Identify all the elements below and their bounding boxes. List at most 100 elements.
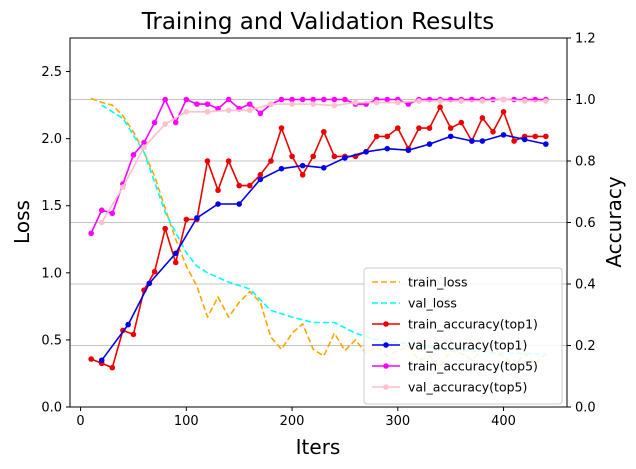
legend-label-val-loss: val_loss xyxy=(408,296,457,311)
data-point-val-accuracy-top5 xyxy=(162,121,168,127)
data-point-train-accuracy-top5 xyxy=(109,210,116,217)
data-point-val-accuracy-top5 xyxy=(268,101,274,107)
data-point-val-accuracy-top1 xyxy=(146,280,153,287)
data-point-train-accuracy-top5 xyxy=(257,110,264,117)
y-left-tick-label: 0.5 xyxy=(41,333,62,348)
data-point-train-accuracy-top1 xyxy=(426,125,433,131)
y-right-tick-label: 0.8 xyxy=(575,155,596,170)
data-point-train-accuracy-top5 xyxy=(130,152,137,158)
data-point-val-accuracy-top1 xyxy=(521,136,528,143)
data-point-train-accuracy-top5 xyxy=(289,96,295,103)
data-point-val-accuracy-top1 xyxy=(405,147,412,154)
data-point-train-accuracy-top1 xyxy=(246,182,253,189)
data-point-val-accuracy-top1 xyxy=(426,141,433,147)
y-right-tick-label: 0.4 xyxy=(575,278,596,293)
data-point-train-accuracy-top5 xyxy=(342,96,348,103)
data-point-val-accuracy-top5 xyxy=(120,184,126,190)
data-point-val-accuracy-top5 xyxy=(416,98,422,104)
data-point-train-accuracy-top5 xyxy=(310,96,317,103)
data-point-val-accuracy-top5 xyxy=(289,101,295,107)
data-point-train-accuracy-top5 xyxy=(384,96,391,103)
tick-layer: 0 100 200 300 400 0.0 0.5 1.0 1.5 2.0 2.5 0.0 0.2 0.4… xyxy=(41,32,595,430)
series-line-train-accuracy-top1 xyxy=(90,106,546,369)
data-point-train-accuracy-top1 xyxy=(437,104,443,110)
chart-title: Training and Validation Results xyxy=(141,9,495,35)
data-point-val-accuracy-top5 xyxy=(141,144,147,150)
data-point-train-accuracy-top1 xyxy=(458,119,465,126)
data-point-val-accuracy-top5 xyxy=(521,98,528,104)
data-point-val-accuracy-top1 xyxy=(500,132,507,138)
data-point-train-accuracy-top5 xyxy=(151,119,158,126)
y-axis-left-label: Loss xyxy=(10,200,34,244)
y-left-tick-label: 1.5 xyxy=(41,199,62,214)
data-point-val-accuracy-top5 xyxy=(331,102,338,109)
data-point-train-accuracy-top5 xyxy=(320,96,327,103)
data-point-train-accuracy-top5 xyxy=(331,96,338,103)
data-point-train-accuracy-top1 xyxy=(331,153,338,160)
data-point-val-accuracy-top5 xyxy=(204,109,211,115)
x-tick-label: 400 xyxy=(491,414,516,429)
series-line-val-accuracy-top1 xyxy=(101,134,547,361)
data-point-train-accuracy-top1 xyxy=(500,109,507,115)
data-point-train-accuracy-top5 xyxy=(278,96,285,103)
data-point-val-accuracy-top5 xyxy=(246,107,253,114)
data-point-val-accuracy-top1 xyxy=(98,357,105,364)
data-point-train-accuracy-top5 xyxy=(405,101,412,107)
data-point-train-accuracy-top5 xyxy=(172,119,179,126)
data-point-val-accuracy-top5 xyxy=(183,109,190,115)
data-point-val-accuracy-top1 xyxy=(215,201,221,207)
data-point-val-accuracy-top1 xyxy=(194,215,200,221)
data-point-train-accuracy-top1 xyxy=(490,128,496,135)
data-point-train-accuracy-top1 xyxy=(215,187,221,194)
data-point-train-accuracy-top5 xyxy=(194,101,200,107)
y-left-tick-label: 2.5 xyxy=(41,65,62,80)
y-axis-right-label: Accuracy xyxy=(602,176,626,267)
data-point-train-accuracy-top1 xyxy=(236,182,242,189)
data-point-train-accuracy-top1 xyxy=(299,172,306,178)
data-point-train-accuracy-top1 xyxy=(204,158,211,164)
legend-marker-val-accuracy-top1 xyxy=(383,342,389,348)
data-point-train-accuracy-top1 xyxy=(183,216,190,223)
data-point-train-accuracy-top5 xyxy=(204,101,211,107)
legend-marker-train-accuracy-top5 xyxy=(383,363,389,369)
y-left-tick-label: 1.0 xyxy=(41,266,62,281)
data-point-val-accuracy-top1 xyxy=(543,141,549,147)
data-point-train-accuracy-top1 xyxy=(532,133,539,140)
data-point-val-accuracy-top5 xyxy=(373,99,380,106)
legend-label-train-accuracy-top5: train_accuracy(top5) xyxy=(408,359,538,374)
data-point-train-accuracy-top1 xyxy=(88,356,94,362)
data-point-train-accuracy-top1 xyxy=(172,259,179,266)
data-point-val-accuracy-top1 xyxy=(469,138,475,144)
data-point-train-accuracy-top1 xyxy=(130,331,137,338)
legend-marker-train-accuracy-top1 xyxy=(383,321,389,327)
data-point-train-accuracy-top1 xyxy=(225,158,232,164)
y-right-tick-label: 0.6 xyxy=(575,216,596,231)
legend-label-val-accuracy-top1: val_accuracy(top1) xyxy=(408,338,527,353)
data-point-val-accuracy-top1 xyxy=(320,164,327,171)
data-point-train-accuracy-top1 xyxy=(395,125,401,131)
x-tick-label: 200 xyxy=(280,414,305,429)
data-point-val-accuracy-top1 xyxy=(363,148,369,155)
data-point-train-accuracy-top5 xyxy=(162,96,168,103)
data-point-val-accuracy-top5 xyxy=(395,99,401,106)
data-point-train-accuracy-top5 xyxy=(88,230,94,237)
data-point-val-accuracy-top1 xyxy=(479,138,486,144)
data-point-train-accuracy-top1 xyxy=(278,125,285,131)
data-point-val-accuracy-top5 xyxy=(352,99,359,106)
series-layer xyxy=(88,96,549,371)
data-point-train-accuracy-top1 xyxy=(268,158,274,164)
data-point-val-accuracy-top5 xyxy=(479,98,486,104)
data-point-val-accuracy-top5 xyxy=(225,107,232,114)
data-point-val-accuracy-top5 xyxy=(543,98,549,104)
x-tick-label: 300 xyxy=(385,414,410,429)
data-point-train-accuracy-top1 xyxy=(447,125,454,131)
x-tick-label: 0 xyxy=(76,414,84,429)
data-point-train-accuracy-top5 xyxy=(215,105,221,112)
data-point-val-accuracy-top1 xyxy=(257,176,264,183)
data-point-train-accuracy-top1 xyxy=(511,138,517,144)
data-point-train-accuracy-top1 xyxy=(416,125,422,131)
data-point-train-accuracy-top1 xyxy=(151,268,158,275)
data-point-train-accuracy-top5 xyxy=(98,207,105,213)
legend-label-val-accuracy-top5: val_accuracy(top5) xyxy=(408,380,527,395)
